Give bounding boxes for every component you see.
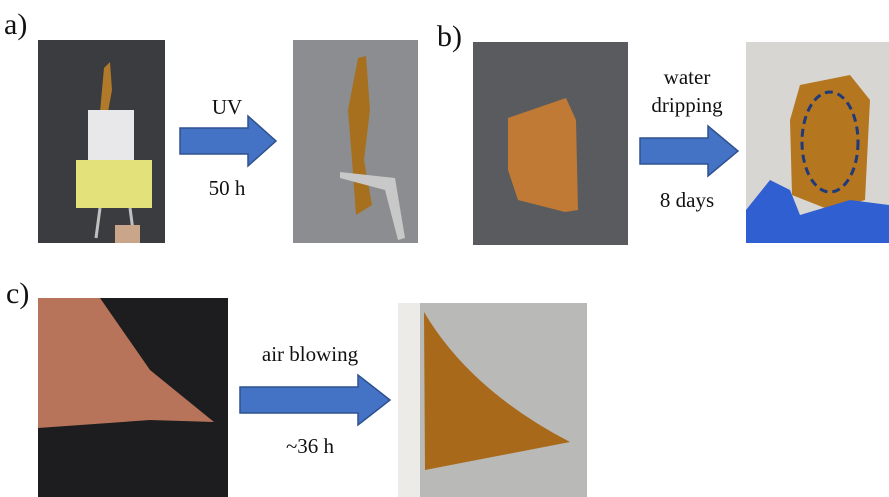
photo xyxy=(746,42,889,243)
arrow-label: UV xyxy=(212,95,242,119)
arrow-label: ~36 h xyxy=(286,434,335,458)
arrow xyxy=(640,126,738,176)
panel-label: b) xyxy=(437,20,462,53)
photo xyxy=(38,298,228,497)
arrow-label: 50 h xyxy=(209,176,246,200)
panel-label: a) xyxy=(4,8,27,41)
arrow xyxy=(180,116,276,166)
arrow-label: dripping xyxy=(651,93,723,117)
photo xyxy=(38,40,165,243)
arrow-label: 8 days xyxy=(660,188,714,212)
photo xyxy=(293,40,418,243)
arrow-label: air blowing xyxy=(262,342,359,366)
figure: a) UV 50 h b) water dripping 8 days c) a… xyxy=(0,0,889,497)
arrow-label: water xyxy=(664,65,711,89)
photo xyxy=(473,42,628,245)
photo xyxy=(398,303,587,497)
arrow xyxy=(240,375,390,425)
panel-label: c) xyxy=(6,277,29,310)
